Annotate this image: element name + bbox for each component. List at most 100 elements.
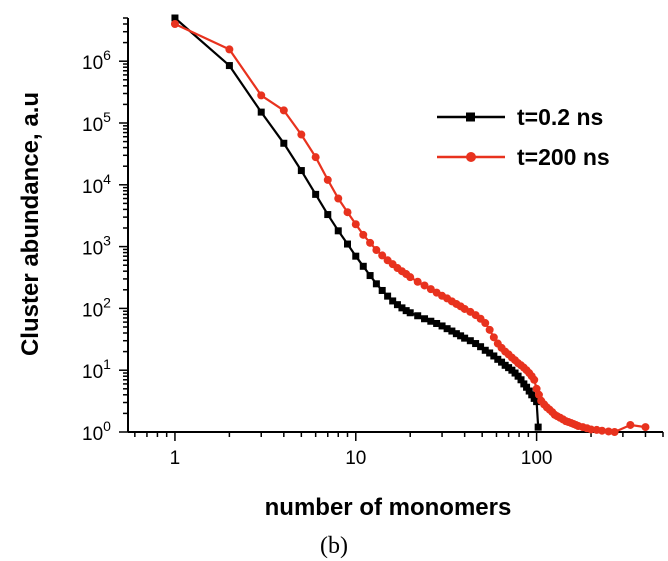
- data-point-circle: [170, 19, 179, 28]
- x-axis-title: number of monomers: [265, 494, 512, 521]
- data-point-square: [472, 340, 480, 348]
- figure-caption: (b): [320, 533, 348, 559]
- data-point-circle: [626, 420, 635, 429]
- legend-item: t=0.2 ns: [437, 104, 603, 130]
- legend-label: t=0.2 ns: [517, 104, 603, 130]
- series-line: [174, 23, 646, 434]
- data-point-square: [448, 327, 456, 335]
- series-1: [171, 14, 542, 431]
- data-point-square: [334, 227, 342, 235]
- data-point-circle: [372, 246, 381, 255]
- data-point-square: [359, 262, 367, 270]
- x-axis-ticks: 1 10 100: [134, 432, 664, 469]
- data-point-circle: [426, 285, 435, 294]
- series-2: [170, 19, 650, 436]
- data-point-circle: [420, 281, 429, 290]
- data-point-square: [517, 376, 525, 384]
- data-point-square: [477, 343, 485, 351]
- legend-marker-square: [466, 112, 475, 122]
- data-point-square: [466, 337, 474, 345]
- y-tick-label: 102: [82, 294, 111, 321]
- data-point-square: [280, 139, 288, 147]
- y-tick-label: 104: [82, 171, 111, 198]
- data-point-circle: [351, 220, 360, 229]
- data-point-square: [171, 14, 179, 22]
- data-point-square: [534, 423, 542, 431]
- plot-frame: [127, 18, 663, 433]
- data-point-square: [344, 240, 352, 248]
- y-tick-label: 100: [82, 418, 111, 445]
- legend-label: t=200 ns: [517, 144, 610, 170]
- data-point-circle: [359, 230, 368, 239]
- data-point-square: [525, 387, 533, 395]
- data-point-square: [486, 349, 494, 357]
- data-point-circle: [343, 208, 352, 217]
- data-point-square: [366, 272, 374, 280]
- data-point-square: [389, 297, 397, 305]
- data-point-square: [452, 330, 460, 338]
- data-point-square: [514, 372, 522, 380]
- data-point-square: [461, 334, 469, 342]
- data-point-circle: [489, 333, 498, 342]
- data-point-square: [427, 317, 435, 325]
- x-tick-label: 1: [170, 448, 181, 469]
- data-point-square: [406, 309, 414, 317]
- data-point-circle: [413, 277, 422, 286]
- x-tick-label: 100: [521, 448, 553, 469]
- data-point-square: [297, 167, 305, 175]
- data-point-square: [421, 315, 429, 323]
- data-point-square: [498, 358, 506, 366]
- data-point-circle: [532, 384, 541, 393]
- data-point-square: [398, 304, 406, 312]
- data-point-square: [457, 332, 465, 340]
- data-point-circle: [641, 423, 650, 432]
- data-point-square: [414, 312, 422, 320]
- data-point-square: [372, 280, 380, 288]
- data-point-square: [352, 252, 360, 260]
- data-point-square: [393, 301, 401, 309]
- data-point-square: [402, 307, 410, 315]
- data-point-circle: [481, 319, 490, 328]
- y-tick-label: 105: [82, 109, 111, 136]
- data-point-circle: [598, 426, 607, 435]
- data-point-circle: [334, 194, 343, 203]
- data-point-circle: [311, 153, 320, 162]
- data-point-square: [378, 286, 386, 294]
- data-point-circle: [257, 91, 266, 100]
- data-point-circle: [323, 175, 332, 184]
- data-point-square: [225, 62, 233, 70]
- data-point-circle: [485, 325, 494, 334]
- data-point-square: [433, 319, 441, 327]
- y-tick-label: 101: [82, 356, 111, 383]
- legend-marker-circle: [466, 152, 476, 162]
- legend-item: t=200 ns: [437, 144, 610, 170]
- series-layer: [170, 14, 650, 436]
- y-axis-title: Cluster abundance, a.u: [17, 92, 44, 356]
- data-point-square: [533, 398, 541, 406]
- data-point-circle: [406, 273, 415, 282]
- data-point-square: [438, 322, 446, 330]
- data-point-circle: [610, 428, 619, 436]
- data-point-square: [494, 355, 502, 363]
- data-point-square: [481, 346, 489, 354]
- data-point-square: [528, 391, 536, 399]
- data-point-square: [312, 190, 320, 198]
- data-point-square: [490, 352, 498, 360]
- y-tick-label: 106: [82, 47, 111, 74]
- data-point-circle: [378, 251, 387, 260]
- x-tick-label: 10: [345, 448, 366, 469]
- legend: t=0.2 ns t=200 ns: [437, 104, 610, 170]
- data-point-square: [384, 292, 392, 300]
- data-point-square: [324, 211, 332, 219]
- data-point-circle: [297, 130, 306, 139]
- data-point-circle: [530, 375, 539, 384]
- data-point-circle: [225, 45, 234, 54]
- data-point-circle: [279, 106, 288, 115]
- data-point-circle: [604, 427, 613, 436]
- data-point-circle: [366, 238, 375, 247]
- y-axis-ticks: 100 101 102 103 104 105 106: [82, 17, 128, 445]
- data-point-square: [443, 325, 451, 333]
- data-point-square: [257, 108, 265, 116]
- y-tick-label: 103: [82, 233, 111, 260]
